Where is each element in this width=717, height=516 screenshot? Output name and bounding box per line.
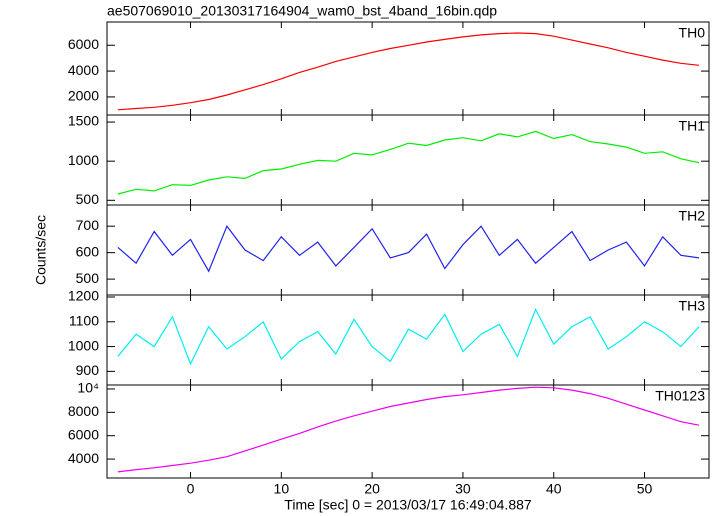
y-tick-label: 6000 [68, 426, 99, 442]
panel-label: TH1 [679, 118, 706, 134]
y-tick-label: 6000 [68, 36, 99, 52]
y-tick-label: 500 [76, 191, 100, 207]
panel-frame [106, 294, 710, 386]
y-tick-label: 600 [76, 243, 100, 259]
data-line [117, 224, 700, 273]
panel-label: TH0 [679, 25, 706, 41]
y-tick-label: 1200 [68, 288, 99, 304]
x-tick-label: 50 [637, 481, 653, 497]
y-tick-label: 4000 [68, 62, 99, 78]
y-tick-label: 2000 [68, 88, 99, 104]
panel-frame [106, 384, 710, 479]
x-tick-label: 40 [546, 481, 562, 497]
data-line [117, 130, 700, 195]
panel-frame [106, 204, 710, 296]
x-axis-label: Time [sec] 0 = 2013/03/17 16:49:04.887 [284, 497, 532, 513]
y-tick-label: 4000 [68, 450, 99, 466]
x-tick-label: 20 [364, 481, 380, 497]
data-line [117, 32, 700, 111]
data-line [117, 386, 700, 473]
y-tick-label: 8000 [68, 403, 99, 419]
x-tick-label: 30 [455, 481, 471, 497]
y-tick-label: 1100 [69, 312, 99, 328]
y-tick-label: 1000 [68, 152, 99, 168]
y-axis-label: Counts/sec [33, 215, 49, 285]
panel-label: TH0123 [655, 388, 705, 404]
y-tick-label: 500 [76, 270, 100, 286]
panel-label: TH2 [679, 208, 706, 224]
y-tick-label: 1500 [68, 113, 99, 129]
y-tick-label: 700 [76, 217, 100, 233]
chart-title: ae507069010_20130317164904_wam0_bst_4ban… [107, 3, 497, 19]
y-tick-label: 10⁴ [77, 380, 99, 396]
x-tick-label: 0 [187, 481, 195, 497]
y-tick-label: 900 [76, 362, 100, 378]
panel-frame [106, 114, 710, 206]
data-line [117, 307, 700, 366]
panel-label: TH3 [679, 298, 706, 314]
y-tick-label: 1000 [68, 337, 99, 353]
x-tick-label: 10 [274, 481, 290, 497]
